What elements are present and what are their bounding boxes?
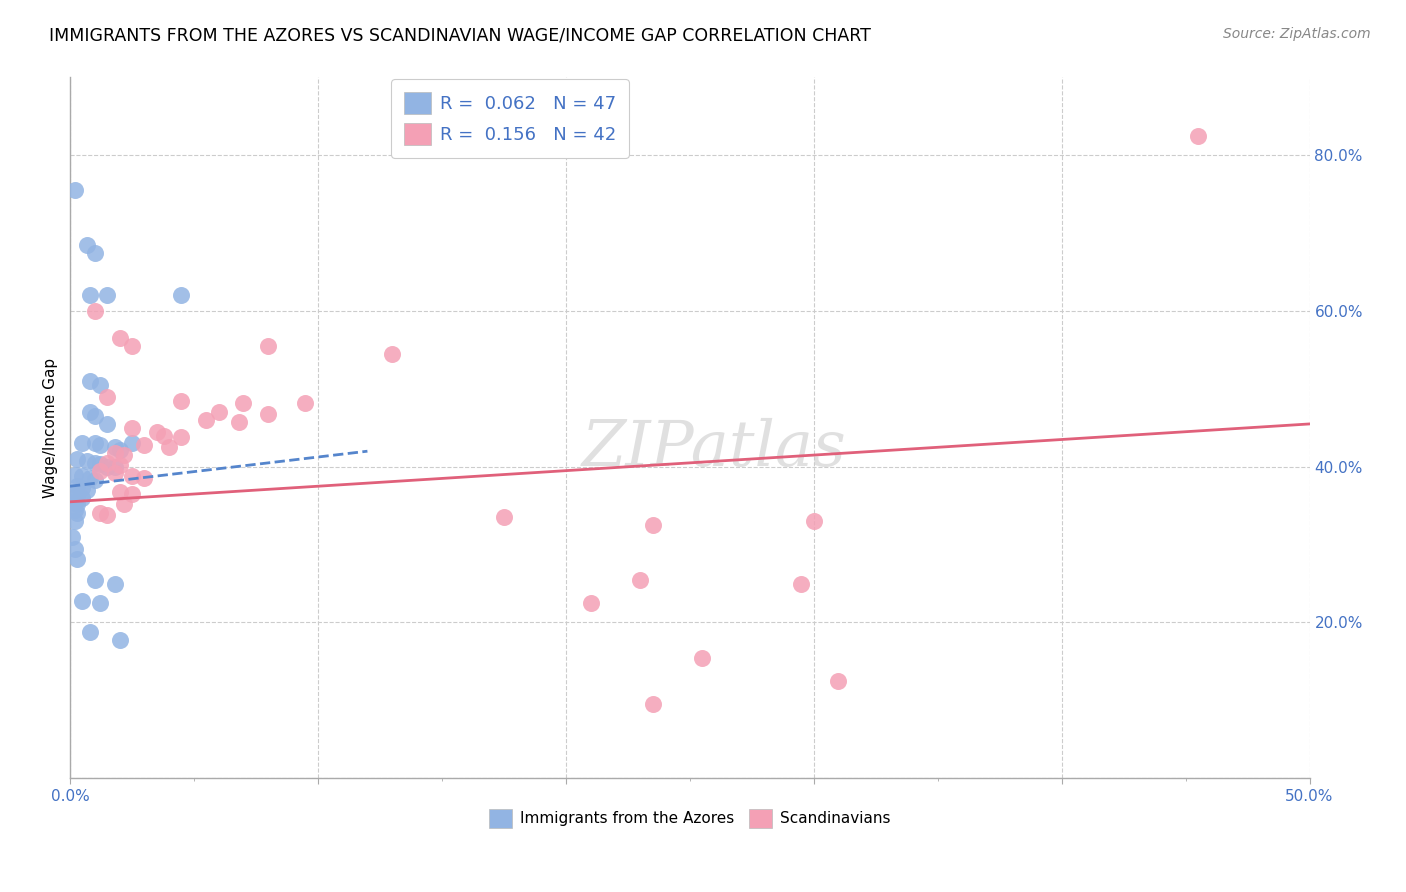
Legend: Immigrants from the Azores, Scandinavians: Immigrants from the Azores, Scandinavian… (484, 803, 897, 834)
Point (195, 413, 218, 427)
Point (89, 464, 111, 478)
Point (134, 471, 156, 485)
Point (96, 288, 118, 302)
Text: Source: ZipAtlas.com: Source: ZipAtlas.com (1223, 27, 1371, 41)
Text: ZIPatlas: ZIPatlas (582, 418, 846, 480)
Point (121, 487, 143, 501)
Point (641, 518, 664, 533)
Point (170, 288, 193, 302)
Point (76, 453, 98, 467)
Point (108, 632, 131, 647)
Point (121, 421, 143, 435)
Point (96, 390, 118, 404)
Point (96, 456, 118, 470)
Point (89, 438, 111, 452)
Point (66, 507, 89, 521)
Point (114, 448, 136, 462)
Point (79, 405, 101, 419)
Point (89, 596, 111, 610)
Point (641, 698, 664, 712)
Point (114, 497, 136, 511)
Point (66, 479, 89, 493)
Point (153, 428, 176, 442)
Point (66, 489, 89, 503)
Point (89, 458, 111, 472)
Point (103, 446, 125, 460)
Point (827, 673, 849, 688)
Point (103, 576, 125, 591)
Point (83, 245, 105, 260)
Point (157, 440, 180, 454)
Point (89, 507, 111, 521)
Point (83, 573, 105, 587)
Point (83, 436, 105, 450)
Point (63, 514, 86, 528)
Point (89, 378, 111, 392)
Point (66, 551, 89, 566)
Point (79, 624, 101, 639)
Point (63, 183, 86, 197)
Point (121, 469, 143, 483)
Point (121, 436, 143, 450)
Point (228, 415, 250, 429)
Point (108, 484, 131, 499)
Point (83, 473, 105, 487)
Point (690, 650, 713, 665)
Point (60, 530, 83, 544)
Point (628, 573, 651, 587)
Point (66, 497, 89, 511)
Point (72, 436, 94, 450)
Point (79, 374, 101, 388)
Point (232, 396, 254, 410)
Point (108, 458, 131, 473)
Point (96, 459, 118, 474)
Point (63, 541, 86, 556)
Point (492, 510, 515, 524)
Point (63, 487, 86, 501)
Point (79, 471, 101, 485)
Point (108, 442, 131, 457)
Point (72, 593, 94, 607)
Point (76, 237, 98, 252)
Y-axis label: Wage/Income Gap: Wage/Income Gap (44, 358, 58, 498)
Point (170, 393, 193, 408)
Point (63, 502, 86, 516)
Text: IMMIGRANTS FROM THE AZORES VS SCANDINAVIAN WAGE/INCOME GAP CORRELATION CHART: IMMIGRANTS FROM THE AZORES VS SCANDINAVI… (49, 27, 872, 45)
Point (579, 596, 602, 610)
Point (76, 483, 98, 497)
Point (103, 440, 125, 454)
Point (83, 409, 105, 424)
Point (83, 304, 105, 318)
Point (208, 405, 231, 419)
Point (63, 495, 86, 509)
Point (294, 396, 316, 410)
Point (121, 339, 143, 353)
Point (63, 467, 86, 482)
Point (103, 466, 125, 480)
Point (145, 425, 167, 439)
Point (72, 469, 94, 483)
Point (108, 331, 131, 345)
Point (72, 491, 94, 505)
Point (79, 288, 101, 302)
Point (170, 430, 193, 444)
Point (1187, 128, 1209, 143)
Point (790, 576, 813, 591)
Point (66, 452, 89, 467)
Point (103, 459, 125, 474)
Point (803, 514, 825, 528)
Point (96, 508, 118, 522)
Point (257, 407, 280, 421)
Point (72, 481, 94, 495)
Point (134, 438, 156, 452)
Point (257, 339, 280, 353)
Point (96, 417, 118, 431)
Point (83, 456, 105, 470)
Point (381, 347, 404, 361)
